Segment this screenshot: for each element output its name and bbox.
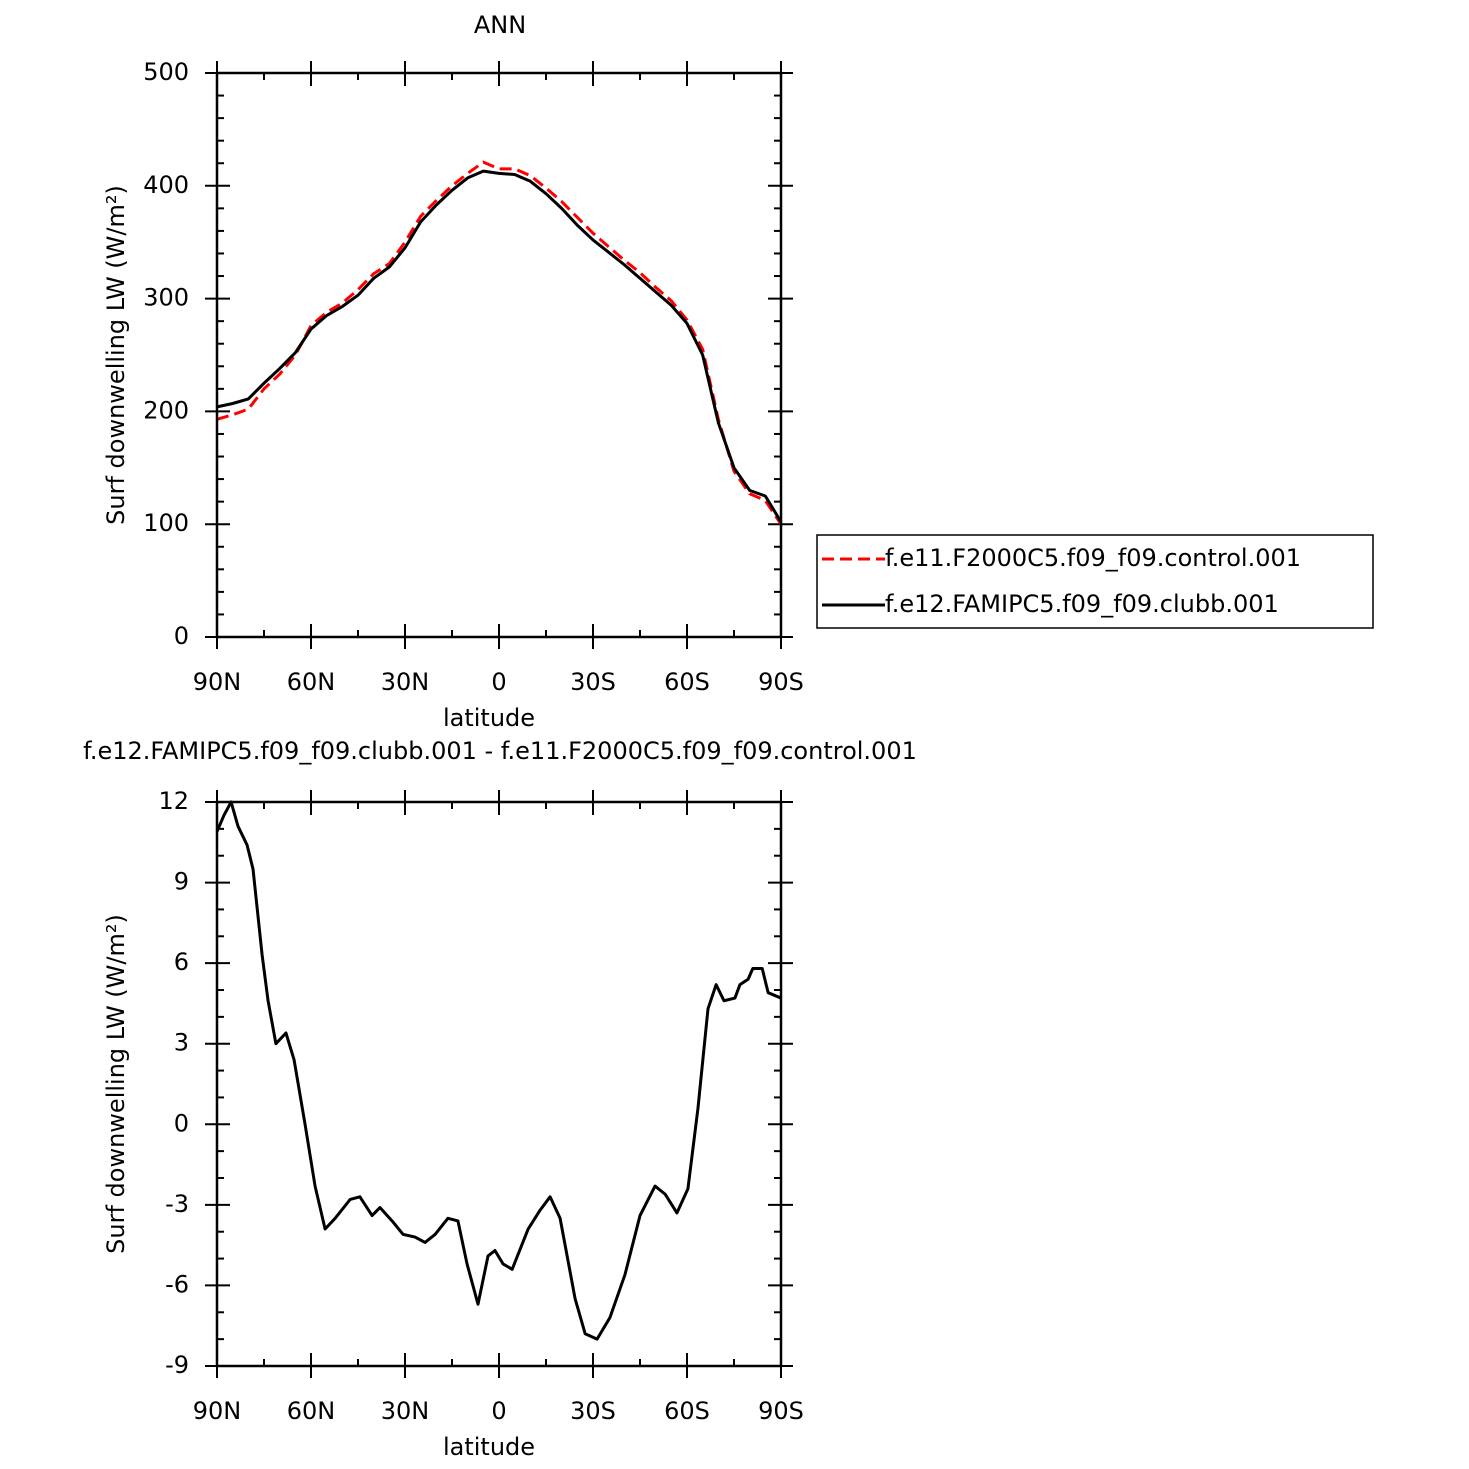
legend-label: f.e12.FAMIPC5.f09_f09.clubb.001 — [885, 590, 1279, 618]
y-axis-label: Surf downwelling LW (W/m²) — [102, 914, 130, 1254]
x-tick-label: 60S — [664, 668, 710, 696]
y-tick-label: 300 — [143, 284, 189, 312]
x-tick-label: 60N — [287, 668, 336, 696]
x-tick-label: 90N — [193, 1397, 242, 1425]
chart-title: f.e12.FAMIPC5.f09_f09.clubb.001 - f.e11.… — [83, 737, 917, 765]
x-axis-label: latitude — [443, 1433, 535, 1461]
y-tick-label: 500 — [143, 58, 189, 86]
y-tick-label: 0 — [174, 622, 189, 650]
y-tick-label: 12 — [158, 787, 189, 815]
x-tick-label: 30N — [381, 1397, 430, 1425]
legend-box — [816, 534, 1374, 629]
y-tick-label: 200 — [143, 396, 189, 424]
y-tick-label: 0 — [174, 1109, 189, 1137]
x-tick-label: 30S — [570, 1397, 616, 1425]
x-tick-label: 90S — [758, 668, 804, 696]
legend-label: f.e11.F2000C5.f09_f09.control.001 — [885, 544, 1301, 572]
x-tick-label: 90S — [758, 1397, 804, 1425]
data-line — [216, 169, 783, 523]
y-tick-label: 100 — [143, 509, 189, 537]
y-tick-label: 9 — [174, 868, 189, 896]
y-tick-label: -3 — [165, 1190, 189, 1218]
x-tick-label: 0 — [491, 668, 506, 696]
x-tick-label: 60S — [664, 1397, 710, 1425]
data-line — [215, 800, 782, 1341]
x-tick-label: 90N — [193, 668, 242, 696]
data-line — [216, 160, 783, 526]
y-tick-label: 6 — [174, 948, 189, 976]
y-tick-label: 3 — [174, 1029, 189, 1057]
y-tick-label: -9 — [165, 1351, 189, 1379]
y-axis-label: Surf downwelling LW (W/m²) — [102, 185, 130, 525]
plot-frame — [215, 71, 783, 639]
chart-title: ANN — [474, 11, 526, 39]
plot-frame — [215, 800, 783, 1368]
y-tick-label: 400 — [143, 171, 189, 199]
x-tick-label: 0 — [491, 1397, 506, 1425]
y-tick-label: -6 — [165, 1270, 189, 1298]
x-axis-label: latitude — [443, 704, 535, 732]
x-tick-label: 60N — [287, 1397, 336, 1425]
x-tick-label: 30S — [570, 668, 616, 696]
x-tick-label: 30N — [381, 668, 430, 696]
